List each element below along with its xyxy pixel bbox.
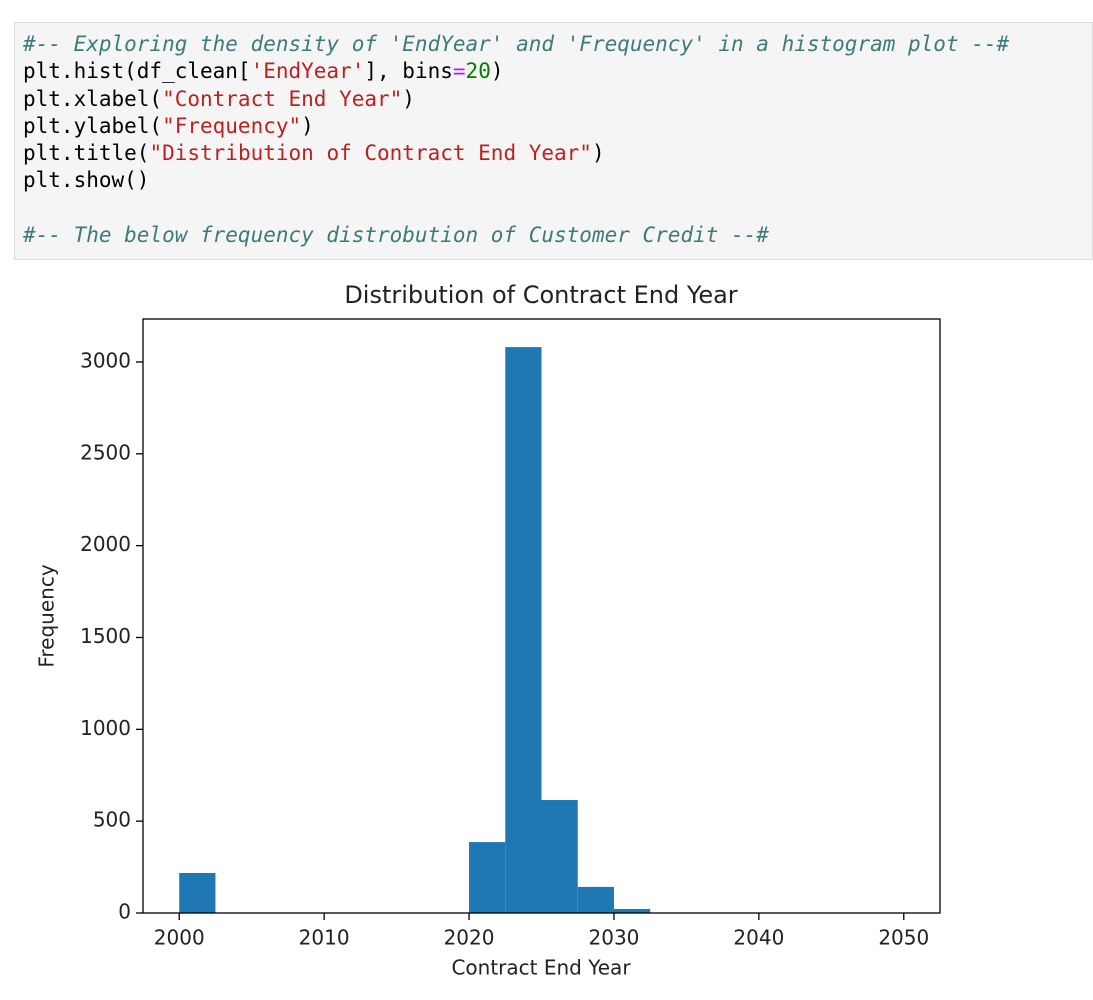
code-token: = xyxy=(452,59,466,84)
bar xyxy=(577,886,614,913)
x-tick-label: 2050 xyxy=(878,926,929,950)
code-token: plt.xlabel( xyxy=(23,86,163,111)
code-token: "Frequency" xyxy=(162,113,302,138)
x-axis-label: Contract End Year xyxy=(451,956,631,980)
bar xyxy=(179,872,216,913)
code-line: plt.title("Distribution of Contract End … xyxy=(23,140,1092,167)
chart-title: Distribution of Contract End Year xyxy=(344,281,737,309)
bar xyxy=(541,800,578,913)
plot-frame xyxy=(142,318,941,914)
code-cell: #-- Exploring the density of 'EndYear' a… xyxy=(14,22,1093,260)
code-line: plt.show() xyxy=(23,167,1092,194)
x-tick-label: 2040 xyxy=(733,926,784,950)
code-token: #-- The below frequency distrobution of … xyxy=(23,223,769,248)
code-token: 20 xyxy=(465,59,491,84)
code-token: ], bins xyxy=(364,59,453,84)
x-tick-label: 2000 xyxy=(154,926,205,950)
code-token: ) xyxy=(490,59,504,84)
code-line: #-- Exploring the density of 'EndYear' a… xyxy=(23,31,1092,58)
code-token: plt.ylabel( xyxy=(23,113,163,138)
y-tick-label: 2000 xyxy=(80,532,131,556)
code-token: #-- Exploring the density of 'EndYear' a… xyxy=(23,32,1010,56)
code-token: ) xyxy=(591,141,605,166)
code-token: 'EndYear' xyxy=(250,59,365,84)
code-line: plt.ylabel("Frequency") xyxy=(23,113,1092,140)
y-tick-label: 3000 xyxy=(80,348,131,372)
code-line: #-- The below frequency distrobution of … xyxy=(23,222,1092,249)
code-token: plt.title( xyxy=(23,141,150,166)
x-tick-label: 2020 xyxy=(444,926,495,950)
y-tick-label: 1500 xyxy=(80,624,131,648)
x-tick-label: 2010 xyxy=(299,926,350,950)
code-token: plt.hist(df_clean[ xyxy=(23,59,251,84)
y-tick-label: 2500 xyxy=(80,440,131,464)
y-tick-label: 500 xyxy=(93,808,131,832)
code-token: "Contract End Year" xyxy=(162,86,403,111)
code-line: plt.xlabel("Contract End Year") xyxy=(23,86,1092,113)
y-tick-label: 1000 xyxy=(80,716,131,740)
x-tick-label: 2030 xyxy=(589,926,640,950)
code-token: ) xyxy=(402,86,415,111)
code-token: plt.show() xyxy=(23,168,150,193)
y-axis-label: Frequency xyxy=(35,564,59,667)
bar xyxy=(505,347,542,913)
bar xyxy=(469,842,506,913)
code-line: plt.hist(df_clean['EndYear'], bins=20) xyxy=(23,58,1092,85)
bar xyxy=(613,908,651,913)
code-token: ) xyxy=(301,113,314,138)
y-tick-label: 0 xyxy=(118,900,131,924)
code-token: "Distribution of Contract End Year" xyxy=(149,141,592,166)
